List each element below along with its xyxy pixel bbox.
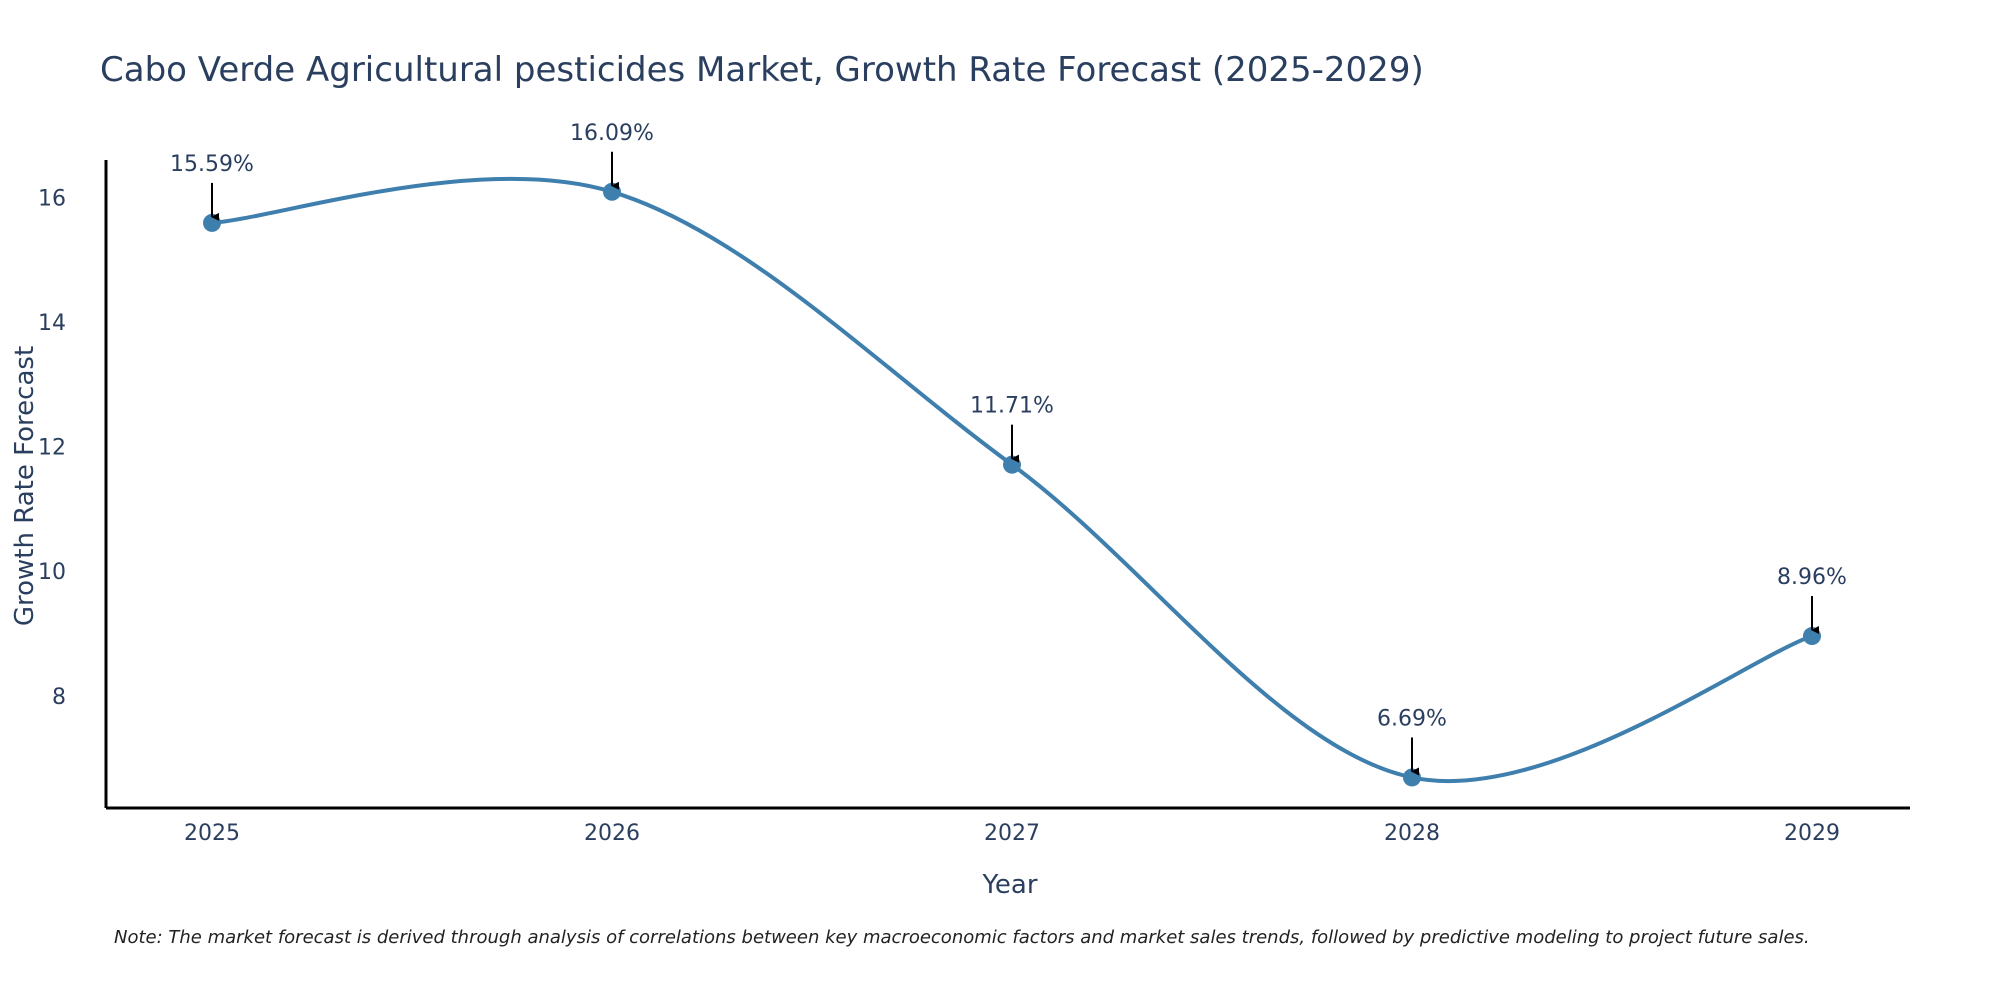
growth-rate-line bbox=[211, 176, 1813, 784]
y-axis-title: Growth Rate Forecast bbox=[10, 346, 40, 626]
y-tick-label: 8 bbox=[52, 685, 66, 710]
data-label: 11.71% bbox=[970, 394, 1054, 419]
y-axis-ticks: 8 10 12 14 16 bbox=[38, 186, 66, 709]
x-tick-label: 2025 bbox=[184, 821, 240, 846]
forecast-note: Note: The market forecast is derived thr… bbox=[114, 927, 1810, 948]
y-tick-label: 14 bbox=[38, 311, 66, 336]
y-tick-label: 16 bbox=[38, 186, 66, 211]
data-label: 8.96% bbox=[1777, 565, 1847, 590]
x-tick-label: 2028 bbox=[1384, 821, 1440, 846]
chart-title: Cabo Verde Agricultural pesticides Marke… bbox=[100, 50, 1424, 90]
x-tick-label: 2029 bbox=[1784, 821, 1840, 846]
data-label: 15.59% bbox=[170, 152, 254, 177]
data-labels: 15.59% 16.09% 11.71% 6.69% 8.96% bbox=[170, 121, 1847, 776]
data-label: 6.69% bbox=[1377, 706, 1447, 731]
y-tick-label: 12 bbox=[38, 436, 66, 461]
x-axis-title: Year bbox=[981, 870, 1037, 900]
y-tick-label: 10 bbox=[38, 560, 66, 585]
data-label: 16.09% bbox=[570, 121, 654, 146]
x-tick-label: 2027 bbox=[984, 821, 1040, 846]
data-points bbox=[203, 182, 1821, 787]
x-axis-ticks: 2025 2026 2027 2028 2029 bbox=[184, 821, 1840, 846]
x-tick-label: 2026 bbox=[584, 821, 640, 846]
